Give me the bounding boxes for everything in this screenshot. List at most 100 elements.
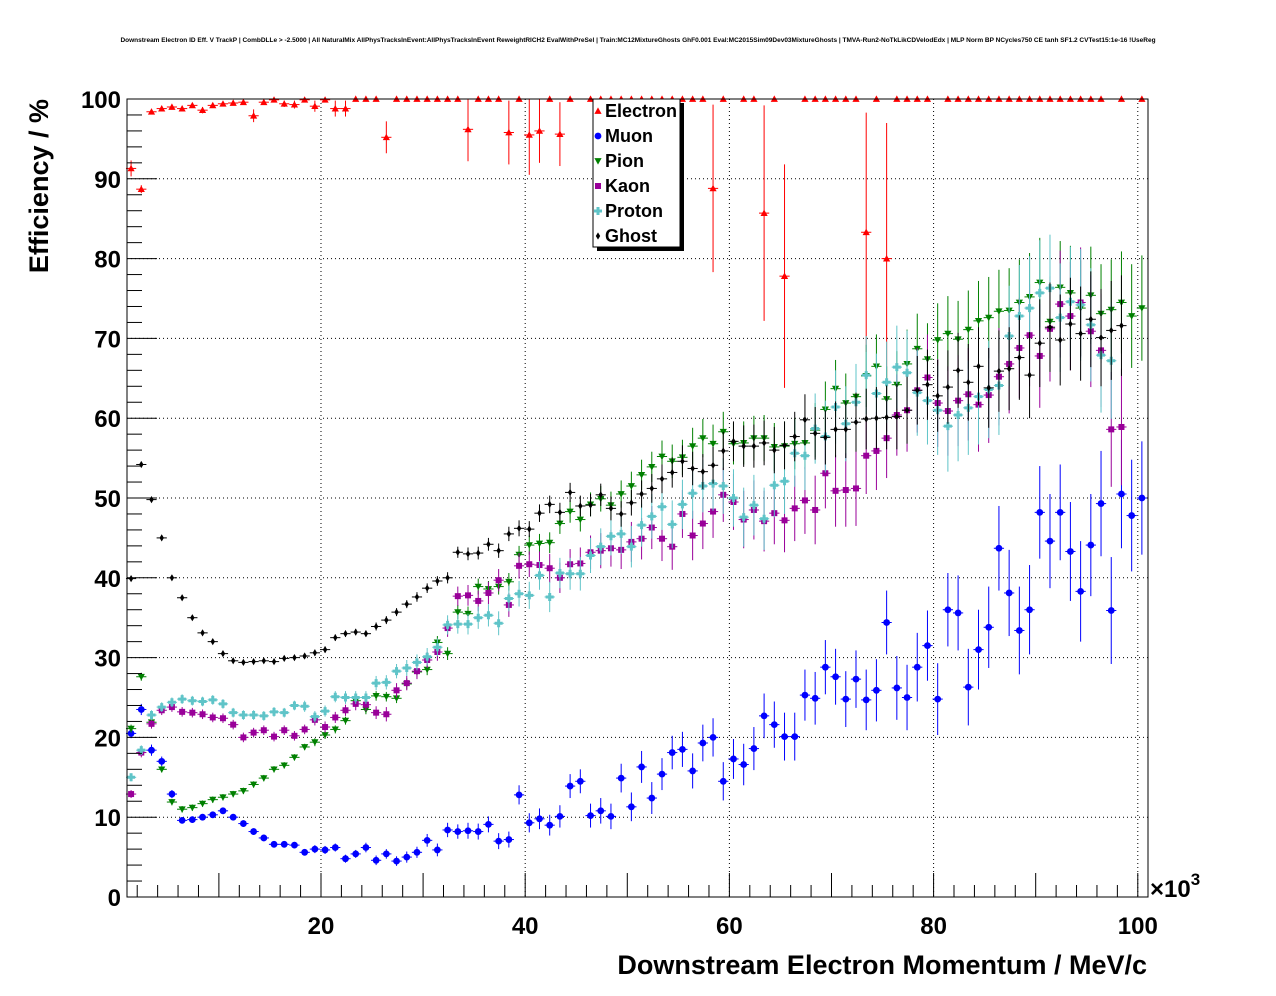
data-point [309, 100, 320, 112]
data-point [483, 581, 494, 605]
data-point [197, 106, 208, 114]
data-marker [1035, 288, 1044, 297]
data-marker [627, 542, 636, 551]
x-axis-multiplier-base: ×10 [1150, 876, 1191, 903]
data-point [1136, 441, 1147, 555]
data-point [238, 98, 249, 106]
data-point [799, 394, 811, 446]
data-point [605, 517, 617, 556]
data-marker [1026, 606, 1033, 614]
data-marker [494, 619, 503, 628]
data-marker [545, 592, 554, 601]
data-marker [1128, 313, 1136, 320]
data-point [697, 724, 708, 762]
data-point [411, 592, 423, 602]
data-marker [158, 104, 166, 112]
data-marker [597, 807, 605, 815]
data-point [830, 401, 841, 458]
data-marker [772, 446, 777, 454]
data-point [1095, 288, 1107, 387]
data-point [503, 100, 514, 165]
data-marker [892, 363, 901, 372]
data-point [973, 327, 984, 406]
data-point [279, 100, 290, 107]
data-point [810, 407, 821, 460]
data-point [177, 594, 188, 602]
data-point [177, 816, 188, 824]
data-point [922, 349, 933, 420]
data-marker [210, 638, 215, 646]
data-marker [750, 745, 758, 752]
data-point [789, 712, 800, 761]
legend-box [592, 98, 681, 248]
data-marker [884, 413, 889, 422]
data-point [1004, 327, 1015, 411]
data-marker [913, 663, 921, 671]
data-marker [148, 746, 155, 754]
data-marker [423, 652, 432, 661]
data-point [197, 813, 208, 821]
data-marker [627, 483, 635, 490]
data-marker [311, 845, 319, 853]
data-marker [333, 634, 338, 642]
data-point [779, 712, 790, 761]
data-point [861, 669, 872, 731]
data-marker [127, 164, 135, 172]
data-point [473, 606, 484, 629]
data-point [462, 547, 474, 561]
data-point [217, 699, 229, 709]
data-marker [147, 108, 156, 115]
data-point [411, 846, 423, 858]
data-marker [474, 613, 483, 622]
legend-marker [595, 232, 601, 240]
data-marker [495, 577, 502, 584]
data-marker [302, 652, 307, 660]
data-marker [423, 836, 431, 844]
data-point [534, 533, 545, 554]
data-marker [280, 840, 288, 848]
data-point [146, 108, 157, 115]
data-marker [730, 755, 737, 763]
data-marker [800, 451, 809, 460]
data-marker [382, 133, 390, 141]
data-point [136, 672, 147, 681]
data-point [850, 650, 862, 708]
data-marker [321, 707, 330, 716]
data-point [146, 719, 157, 729]
data-marker [1027, 371, 1032, 379]
data-point [289, 754, 300, 761]
data-point [279, 762, 290, 769]
data-point [707, 104, 719, 273]
data-marker [791, 733, 799, 741]
data-point [452, 586, 463, 606]
data-point [932, 663, 943, 736]
data-point [442, 572, 453, 584]
legend-item-electron: Electron [594, 101, 677, 121]
data-point [187, 695, 198, 706]
data-marker [1015, 627, 1023, 634]
data-point [687, 510, 698, 561]
data-marker [249, 711, 258, 720]
x-axis-multiplier: ×103 [1150, 870, 1200, 903]
data-point [401, 600, 412, 609]
data-marker [301, 848, 309, 856]
data-point [1024, 332, 1035, 419]
x-tick-label: 60 [716, 913, 743, 940]
data-point [1014, 315, 1025, 400]
data-point [667, 457, 678, 488]
data-marker [749, 501, 758, 510]
data-marker [576, 516, 584, 524]
data-point [452, 824, 463, 839]
data-marker [526, 561, 533, 568]
data-marker [1056, 508, 1064, 516]
data-marker [433, 846, 441, 854]
data-marker [996, 367, 1002, 375]
data-point [350, 691, 361, 704]
data-marker [414, 593, 420, 601]
data-point [513, 580, 525, 607]
data-marker [709, 184, 717, 192]
data-marker [209, 796, 217, 804]
data-point [238, 732, 249, 743]
data-marker [280, 100, 288, 107]
data-point [228, 813, 239, 821]
